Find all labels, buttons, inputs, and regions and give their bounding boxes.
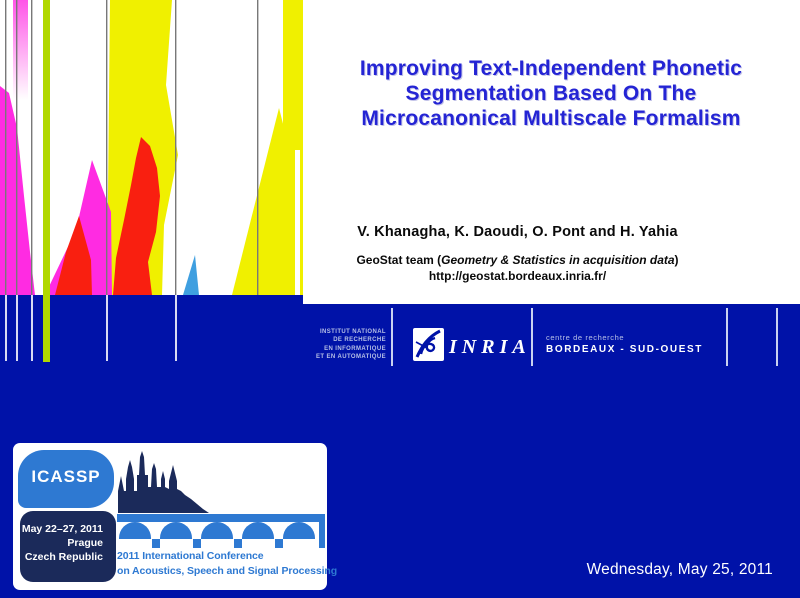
icassp-date-line: May 22–27, 2011 — [21, 523, 103, 535]
bridge-pier — [152, 539, 160, 548]
slide-title: Improving Text-Independent Phonetic Segm… — [359, 57, 743, 130]
inria-logo-icon — [413, 328, 444, 361]
banner-divider — [776, 308, 778, 366]
team-prefix: GeoStat team ( — [356, 253, 442, 267]
icassp-acronym: ICASSP — [31, 467, 101, 486]
icassp-date-line: Czech Republic — [24, 551, 103, 563]
art-red-flame — [113, 137, 160, 295]
white-step — [303, 295, 800, 304]
icassp-speech-bubble: ICASSP — [18, 450, 114, 508]
art-line-tick — [5, 295, 7, 361]
conference-line: 2011 International Conference — [117, 550, 264, 562]
institute-line: EN INFORMATIQUE — [324, 345, 386, 352]
team-name-italic: Geometry & Statistics in acquisition dat… — [441, 253, 675, 267]
bridge-pier — [275, 539, 283, 548]
art-line-tick — [175, 295, 177, 361]
banner-divider — [531, 308, 533, 366]
inria-institute-text: INSTITUT NATIONAL DE RECHERCHE EN INFORM… — [298, 328, 386, 361]
team-line: GeoStat team (Geometry & Statistics in a… — [250, 253, 785, 267]
team-suffix: ) — [674, 253, 679, 267]
authors-line: V. Khanagha, K. Daoudi, O. Pont and H. Y… — [357, 224, 678, 240]
bridge-arch — [201, 522, 233, 539]
icassp-conference-text: 2011 International Conference on Acousti… — [117, 549, 337, 578]
inria-swirl-icon — [415, 329, 441, 358]
bridge-pier — [193, 539, 201, 548]
conference-line: on Acoustics, Speech and Signal Processi… — [117, 564, 338, 577]
team-url: http://geostat.bordeaux.inria.fr/ — [428, 269, 607, 283]
multiscale-artwork — [0, 0, 303, 295]
bridge-arch — [119, 522, 151, 539]
inria-centre-block: centre de recherche BORDEAUX - SUD-OUEST — [546, 333, 703, 355]
art-line-tick — [31, 295, 33, 361]
banner-divider — [726, 308, 728, 366]
bridge-arch — [283, 522, 315, 539]
icassp-logo-card: ICASSP May 22–27, 2011 Prague Czech Repu… — [13, 443, 337, 590]
charles-bridge-icon — [117, 514, 327, 550]
icassp-date-line: Prague — [67, 537, 103, 549]
bridge-arch — [242, 522, 274, 539]
art-line-tick — [16, 295, 18, 361]
icassp-date-box: May 22–27, 2011 Prague Czech Republic — [20, 511, 116, 582]
banner-divider — [391, 308, 393, 366]
institute-line: INSTITUT NATIONAL — [319, 329, 386, 335]
art-red-wedge — [55, 216, 92, 295]
institute-line: DE RECHERCHE — [333, 337, 386, 344]
art-green-stripe — [43, 0, 50, 362]
centre-label: centre de recherche — [546, 333, 625, 342]
bridge-endcap — [319, 522, 325, 548]
institute-line: ET EN AUTOMATIQUE — [315, 353, 386, 360]
centre-name: BORDEAUX - SUD-OUEST — [546, 344, 704, 355]
art-white-sliver — [295, 150, 300, 295]
bridge-pier — [234, 539, 242, 548]
prague-castle-icon — [118, 451, 209, 513]
author-block: V. Khanagha, K. Daoudi, O. Pont and H. Y… — [250, 224, 785, 283]
bridge-deck — [117, 514, 325, 522]
inria-wordmark: INRIA — [449, 336, 531, 358]
art-gray-lines — [5, 0, 259, 295]
slide-date: Wednesday, May 25, 2011 — [586, 561, 773, 578]
art-magenta-left-band — [0, 86, 35, 295]
art-yellow-wedge — [232, 108, 296, 295]
art-blue-triangle — [183, 255, 199, 295]
art-line-tick — [106, 295, 108, 361]
art-pink-streak — [13, 0, 28, 100]
bridge-arch — [160, 522, 192, 539]
